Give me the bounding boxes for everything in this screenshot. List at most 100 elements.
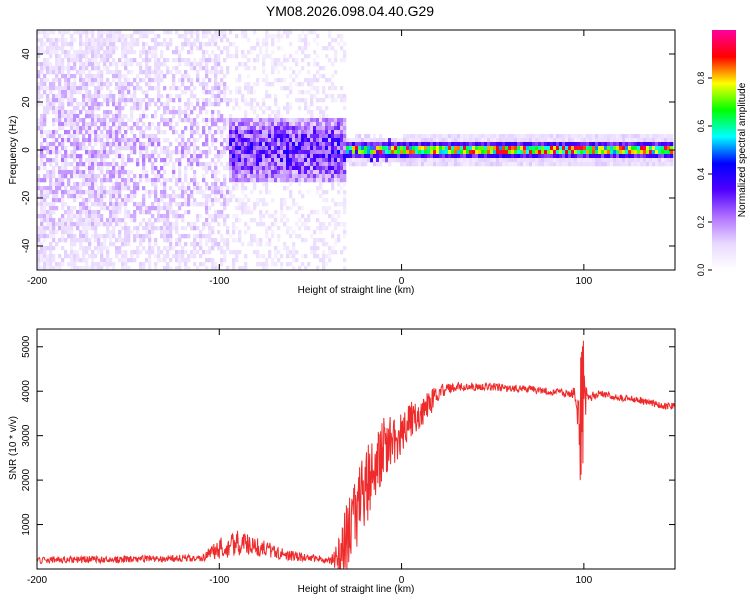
spectrogram-cell [226, 102, 230, 107]
spectrogram-cell [670, 146, 674, 151]
spectrogram-cell [283, 86, 287, 91]
spectrogram-cell [310, 142, 314, 147]
spectrogram-cell [232, 54, 236, 59]
spectrogram-cell [202, 34, 206, 39]
spectrogram-cell [313, 126, 317, 131]
spectrogram-cell [493, 146, 497, 151]
spectrogram-cell [43, 190, 47, 195]
spectrogram-cell [121, 250, 125, 255]
spectrogram-cell [154, 70, 158, 75]
spectrogram-cell [595, 150, 599, 155]
spectrogram-cell [463, 142, 467, 147]
spectrogram-cell [61, 246, 65, 251]
spectrogram-cell [349, 142, 353, 147]
spectrogram-cell [247, 154, 251, 159]
spectrogram-cell [337, 142, 341, 147]
spectrogram-cell [523, 146, 527, 151]
spectrogram-cell [121, 50, 125, 55]
spectrogram-cell [139, 126, 143, 131]
spectrogram-cell [103, 206, 107, 211]
spectrogram-cell [115, 106, 119, 111]
spectrogram-cell [283, 214, 287, 219]
spectrogram-cell [337, 238, 341, 243]
spectrogram-cell [457, 146, 461, 151]
spectrogram-cell [235, 154, 239, 159]
spectrogram-cell [136, 62, 140, 67]
spectrogram-cell [277, 158, 281, 163]
spectrogram-cell [205, 110, 209, 115]
spectrogram-cell [121, 138, 125, 143]
spectrogram-cell [553, 150, 557, 155]
spectrogram-cell [244, 142, 248, 147]
spectrogram-cell [163, 226, 167, 231]
spectrogram-cell [244, 174, 248, 179]
spectrogram-cell [226, 50, 230, 55]
spectrogram-cell [301, 90, 305, 95]
spectrogram-cell [550, 154, 554, 159]
spectrogram-cell [58, 118, 62, 123]
spectrogram-cell [433, 162, 437, 167]
spectrogram-cell [139, 106, 143, 111]
spectrogram-cell [109, 38, 113, 43]
spectrogram-cell [106, 114, 110, 119]
spectrogram-cell [214, 214, 218, 219]
spectrogram-cell [40, 82, 44, 87]
spectrogram-cell [547, 154, 551, 159]
spectrogram-cell [130, 106, 134, 111]
spectrogram-cell [79, 66, 83, 71]
spectrogram-cell [313, 166, 317, 171]
spectrogram-cell [322, 158, 326, 163]
spectrogram-cell [109, 70, 113, 75]
spectrogram-cell [157, 106, 161, 111]
spectrogram-cell [70, 134, 74, 139]
spectrogram-cell [37, 86, 41, 91]
spectrogram-cell [94, 142, 98, 147]
spectrogram-cell [247, 130, 251, 135]
spectrogram-cell [274, 174, 278, 179]
spectrogram-cell [319, 146, 323, 151]
spectrogram-cell [241, 162, 245, 167]
spectrogram-cell [208, 238, 212, 243]
spectrogram-cell [148, 158, 152, 163]
spectrogram-cell [118, 190, 122, 195]
chart-title: YM08.2026.098.04.40.G29 [266, 3, 434, 19]
spectrogram-cell [145, 102, 149, 107]
spectrogram-cell [262, 42, 266, 47]
spectrogram-cell [571, 150, 575, 155]
spectrogram-cell [298, 162, 302, 167]
spectrogram-cell [355, 150, 359, 155]
spectrogram-cell [115, 46, 119, 51]
spectrogram-cell [127, 154, 131, 159]
spectrogram-cell [217, 58, 221, 63]
spectrogram-cell [325, 174, 329, 179]
spectrogram-cell [238, 250, 242, 255]
spectrogram-cell [91, 166, 95, 171]
spectrogram-cell [334, 58, 338, 63]
spectrogram-cell [79, 74, 83, 79]
spectrogram-cell [274, 158, 278, 163]
spectrogram-cell [424, 162, 428, 167]
spectrogram-cell [76, 170, 80, 175]
spectrogram-cell [163, 146, 167, 151]
spectrogram-cell [178, 162, 182, 167]
spectrogram-cell [82, 202, 86, 207]
spectrogram-cell [88, 42, 92, 47]
spectrogram-cell [100, 154, 104, 159]
spectrogram-cell [250, 46, 254, 51]
spectrogram-cell [142, 78, 146, 83]
spectrogram-cell [40, 258, 44, 263]
spectrogram-cell [79, 34, 83, 39]
spectrogram-cell [163, 86, 167, 91]
spectrogram-cell [136, 234, 140, 239]
spectrogram-cell [655, 150, 659, 155]
spectrogram-cell [58, 106, 62, 111]
spectrogram-cell [208, 146, 212, 151]
spectrogram-cell [121, 226, 125, 231]
spectrogram-cell [583, 142, 587, 147]
spectrogram-cell [226, 202, 230, 207]
spectrogram-cell [289, 90, 293, 95]
spectrogram-cell [40, 198, 44, 203]
spectrogram-cell [220, 66, 224, 71]
spectrogram-cell [223, 238, 227, 243]
spectrogram-cell [76, 106, 80, 111]
